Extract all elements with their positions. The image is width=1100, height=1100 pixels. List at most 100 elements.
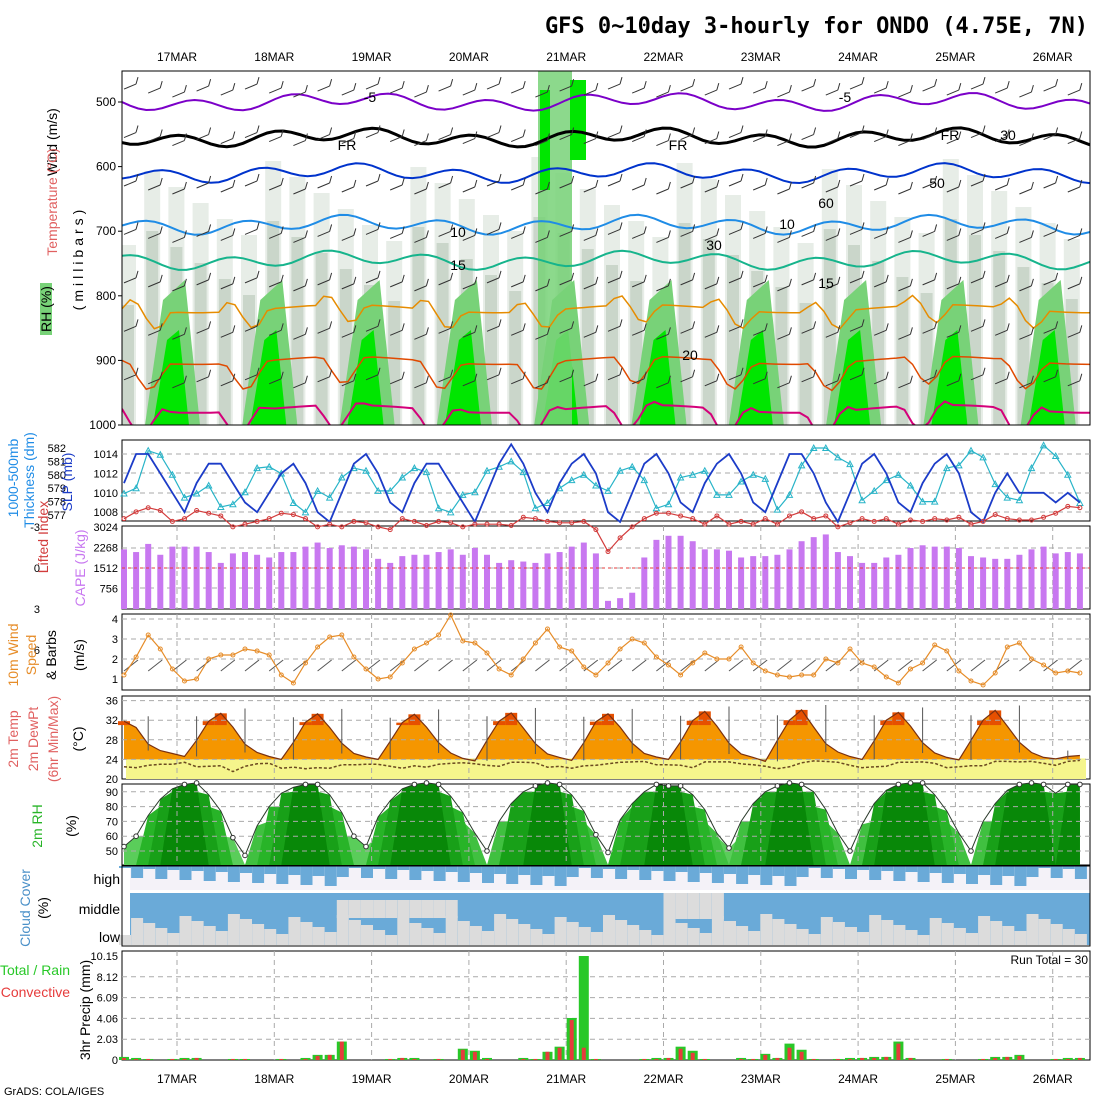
- temp-contour: [122, 213, 1090, 236]
- wind-barb-flag: [1006, 371, 1010, 379]
- wind-barb-flag: [861, 319, 865, 327]
- date-label-bottom: 22MAR: [643, 1072, 683, 1086]
- temperature-label: Temperature (°C): [44, 148, 60, 256]
- thickness-point: [471, 488, 479, 496]
- wind-barb-flag: [813, 272, 817, 281]
- cloud-high-bar: [506, 866, 519, 884]
- cape-bar: [496, 562, 503, 609]
- wind-barb: [511, 281, 524, 288]
- wind10m-barb: [293, 659, 308, 672]
- wind10m-point: [387, 674, 393, 680]
- thickness-point: [192, 489, 201, 497]
- wind-barb: [898, 236, 911, 243]
- wind-barb: [293, 236, 306, 243]
- cape-tick-label: 2268: [94, 543, 118, 555]
- cloud-mid-bar: [699, 893, 712, 919]
- wind10m-point: [254, 648, 260, 654]
- wind-barb-flag: [232, 276, 236, 285]
- wind-barb: [172, 382, 185, 389]
- wind-barb-flag: [1006, 80, 1010, 89]
- cloud-high-bar: [917, 866, 930, 882]
- wind-barb-flag: [619, 125, 623, 133]
- wind10m-point: [569, 648, 575, 654]
- rh-point: [544, 780, 551, 786]
- wind10m-point: [436, 632, 442, 638]
- upper-air-panel: -5 -5 FR FR FR 10 10 15 15 20 30 30 50 60: [122, 71, 1090, 425]
- wind-barb: [148, 232, 161, 239]
- thickness-label-1: 1000-500mb: [5, 438, 21, 517]
- wind-barb: [559, 230, 572, 237]
- wind-barb-flag: [982, 367, 986, 375]
- wind10m-point: [1029, 656, 1034, 662]
- wind-barb-flag: [1006, 274, 1010, 283]
- precip-convective-bar: [146, 1058, 151, 1060]
- cloud-high-bar: [784, 866, 797, 886]
- wind-barb: [196, 230, 209, 237]
- temp2m-tick-label: 36: [106, 696, 118, 708]
- cloud-high-bar: [663, 866, 676, 881]
- wind-barb-flag: [958, 325, 962, 333]
- cloud-low-bar: [131, 918, 144, 945]
- wind10m-barb: [462, 659, 478, 672]
- cloud-high-bar: [893, 866, 906, 881]
- wind-barb-flag: [522, 274, 526, 283]
- wind-barb: [511, 378, 524, 385]
- cape-bar: [556, 552, 563, 609]
- wind-barb-flag: [546, 327, 550, 335]
- wind-barb: [704, 138, 717, 144]
- precip-convective-bar: [388, 1058, 393, 1060]
- thickness-point: [1063, 470, 1072, 478]
- wind10m-barb: [777, 659, 792, 672]
- pressure-tick-label: 800: [96, 289, 116, 303]
- cape-bar: [375, 558, 382, 609]
- lifted-index-point: [290, 512, 296, 518]
- cloud-mid-bar: [445, 900, 458, 918]
- rh-band-max: [250, 330, 287, 425]
- wind-barb-flag: [571, 127, 575, 135]
- wind-barb: [946, 89, 959, 96]
- wind10m-barb: [147, 659, 163, 672]
- wind10m-point: [1065, 668, 1071, 674]
- cloud-high-bar: [603, 866, 615, 869]
- precip-convective-bar: [569, 1020, 574, 1060]
- wind10m-point: [484, 650, 490, 656]
- wind-barb-flag: [353, 82, 357, 91]
- wind-barb-flag: [740, 270, 744, 279]
- cloud-low-bar: [881, 920, 894, 945]
- thickness-point: [216, 502, 225, 510]
- wind10m-barb: [970, 659, 986, 672]
- wind-barb: [220, 89, 233, 96]
- rh-core: [570, 80, 586, 160]
- dewpoint-band: [126, 758, 1086, 779]
- wind10m-point: [508, 672, 514, 678]
- wind-barb: [825, 331, 838, 338]
- lifted-index-point: [375, 524, 381, 530]
- cloud-low-bar: [361, 925, 373, 945]
- wind-barb-flag: [256, 173, 260, 182]
- cloud-high-bar: [288, 866, 301, 875]
- wind10m-point: [871, 664, 877, 670]
- thickness-point: [918, 497, 927, 505]
- precip-convective-bar: [533, 1058, 538, 1060]
- wind-barb-flag: [1030, 327, 1034, 335]
- wind-barb-flag: [813, 127, 817, 135]
- footer-credit: GrADS: COLA/IGES: [4, 1086, 104, 1098]
- wind10m-point: [145, 632, 151, 638]
- cloud-high-bar: [397, 866, 410, 870]
- wind-barb: [801, 85, 814, 92]
- temp2m-tick-label: 32: [106, 715, 118, 727]
- rh-point: [968, 848, 974, 854]
- cape-bar: [677, 535, 684, 609]
- thickness-point: [725, 490, 733, 498]
- wind-barb-flag: [909, 133, 913, 141]
- lifted-index-point: [883, 516, 889, 522]
- thickness-tick-label: 577: [48, 510, 66, 522]
- wind10m-point: [932, 642, 938, 648]
- wind-barb-flag: [595, 276, 599, 285]
- wind10m-point: [182, 678, 187, 684]
- cloud-mid-bar: [348, 900, 361, 918]
- rh-point: [193, 780, 200, 786]
- precip-convective-bar: [436, 1058, 441, 1060]
- wind-barb: [801, 279, 814, 286]
- temp-max-area: [698, 711, 711, 726]
